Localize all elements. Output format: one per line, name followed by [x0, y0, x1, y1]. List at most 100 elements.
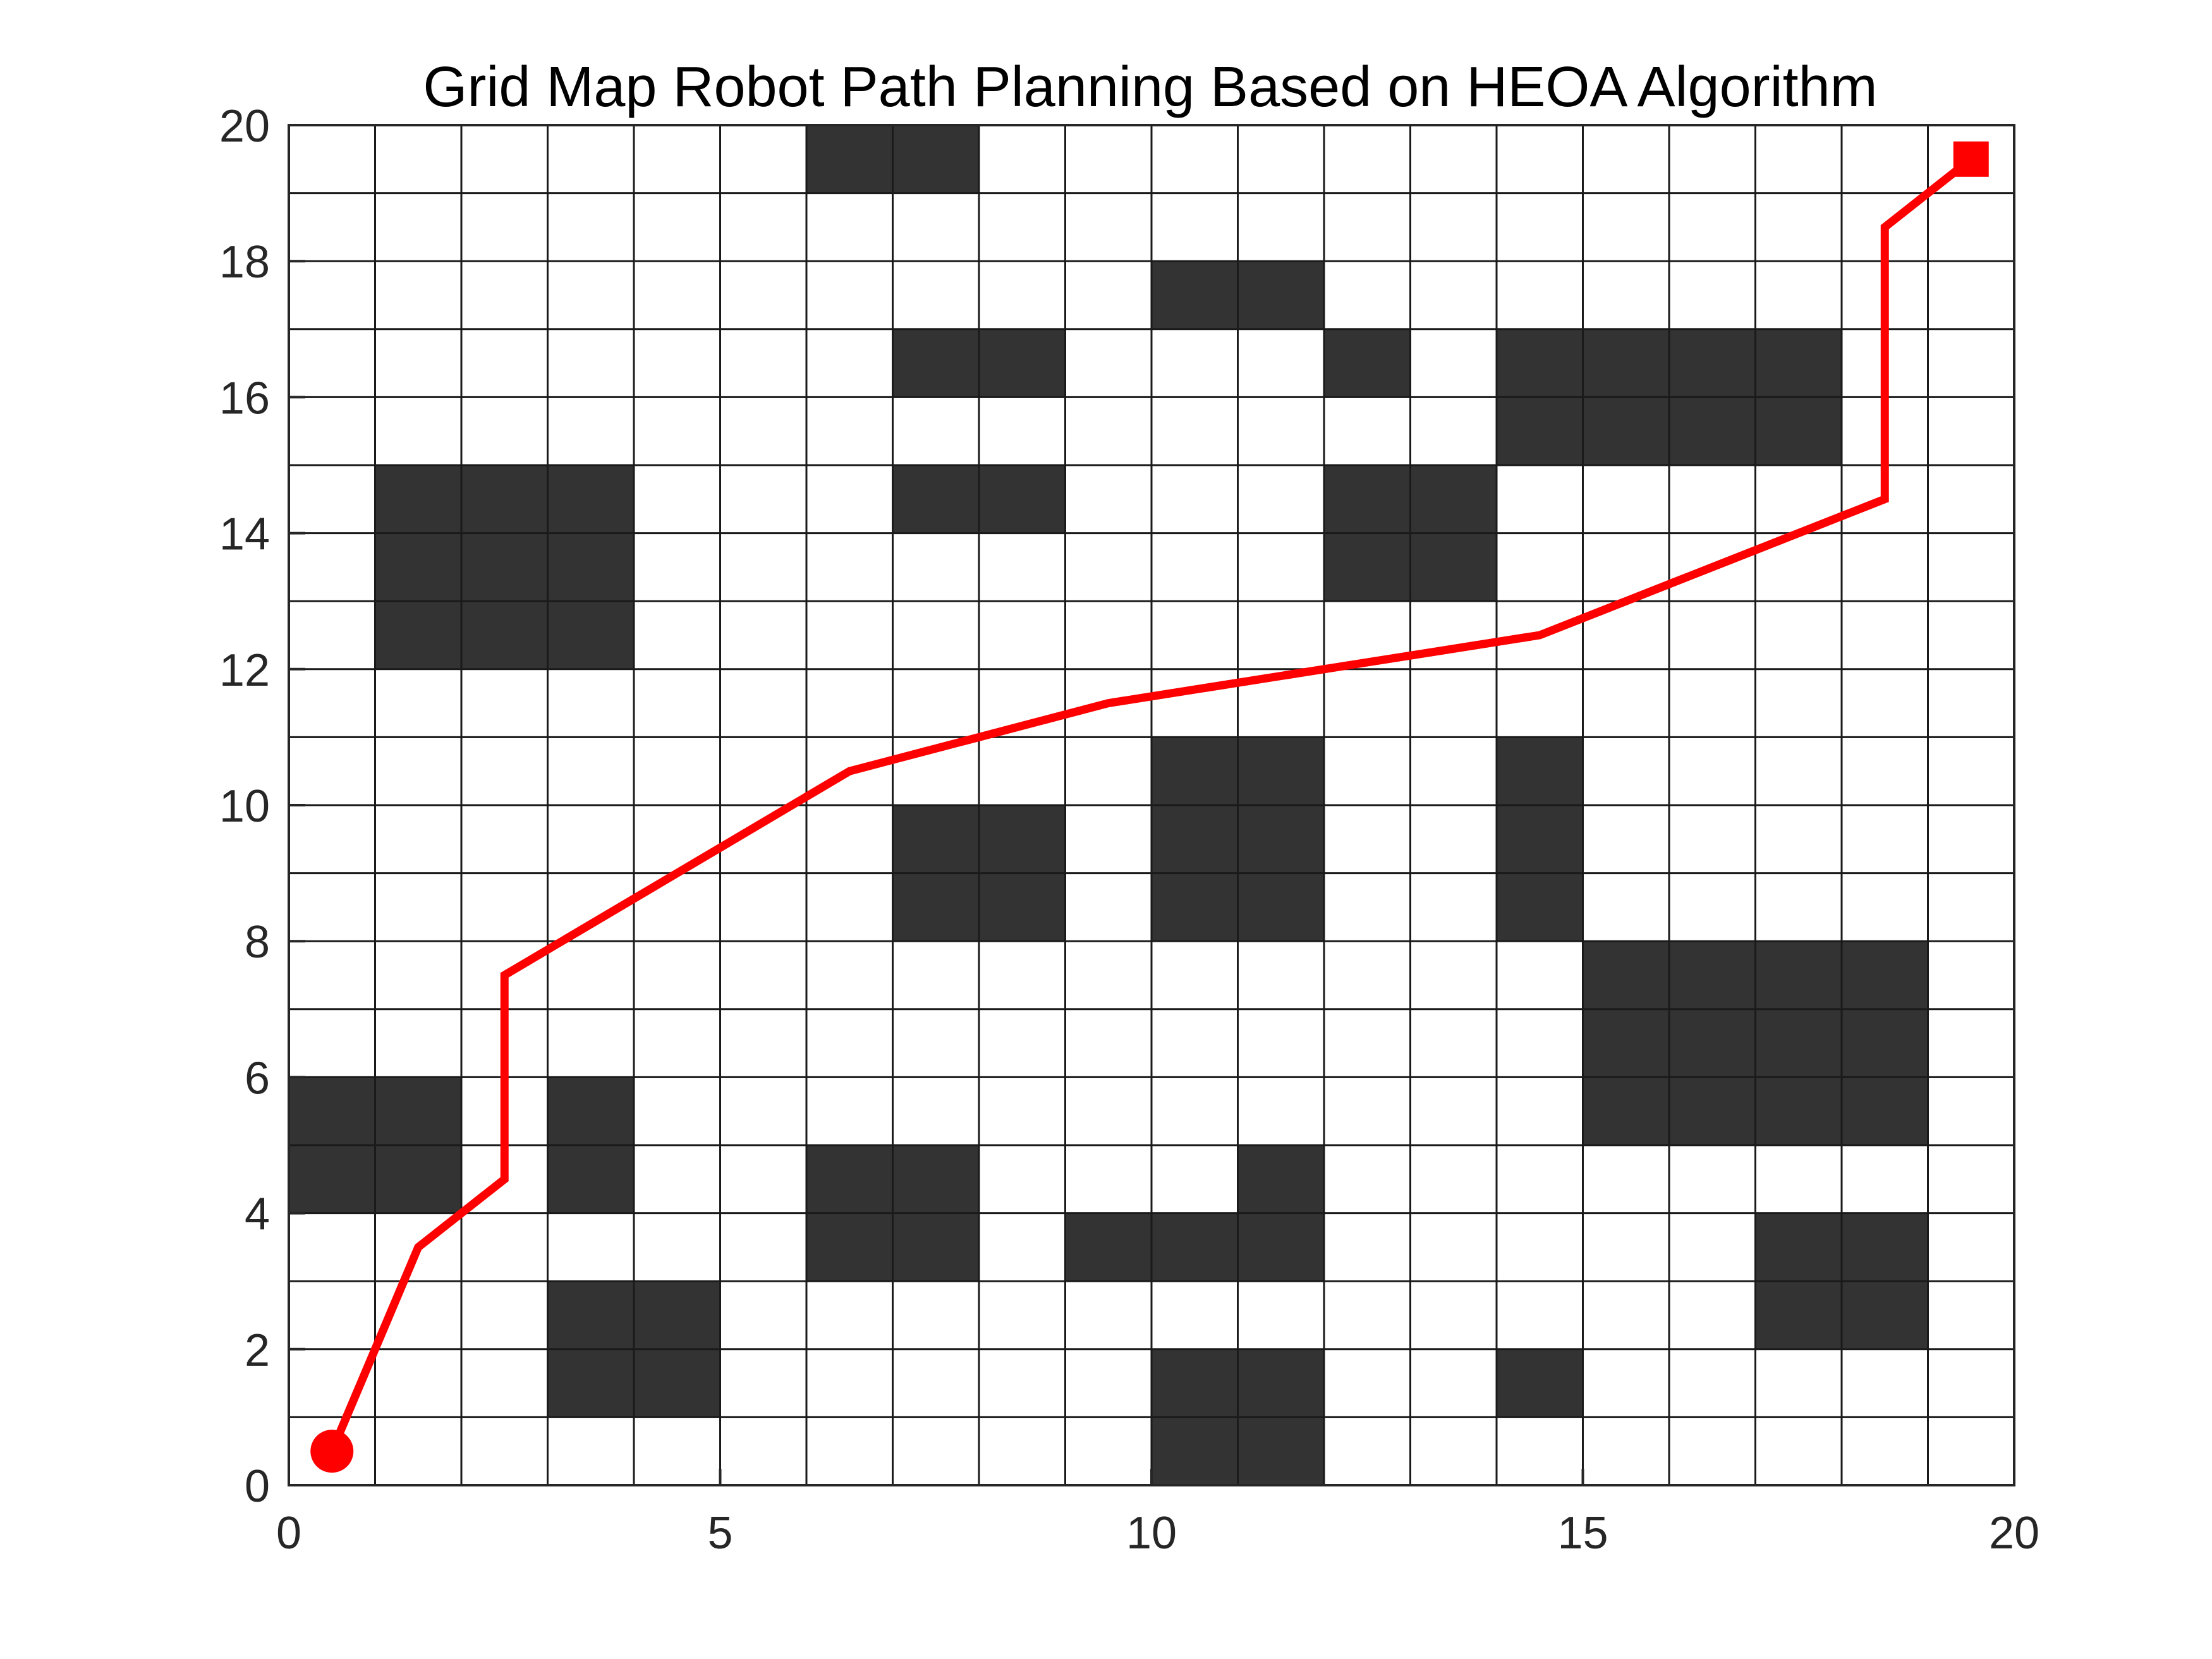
y-tick-label: 0: [245, 1461, 270, 1512]
goal-marker: [1953, 141, 1989, 177]
obstacle-cell: [892, 465, 979, 533]
x-axis-ticks: 0 5 10 15 20: [276, 1469, 2039, 1559]
y-tick-label: 6: [245, 1053, 270, 1103]
obstacle-cell: [1842, 1077, 1928, 1145]
obstacle-cell: [1583, 1009, 1669, 1078]
markers-layer: [310, 141, 1989, 1473]
obstacle-cell: [1583, 941, 1669, 1009]
obstacle-cell: [1497, 873, 1583, 942]
obstacle-cell: [979, 329, 1066, 398]
plot-area: 0 5 10 15 20 0 2 4 6 8 10 12 14 16 18 20: [219, 101, 2039, 1559]
obstacle-cell: [1237, 1417, 1324, 1485]
obstacle-cell: [1152, 737, 1238, 805]
obstacle-cell: [1755, 1009, 1842, 1078]
obstacle-cell: [289, 1145, 375, 1213]
obstacle-cell: [1583, 397, 1669, 465]
y-tick-label: 12: [219, 645, 270, 696]
obstacle-cell: [892, 1145, 979, 1213]
obstacle-cell: [1755, 397, 1842, 465]
obstacle-cell: [461, 465, 548, 533]
obstacle-cell: [547, 533, 634, 602]
y-tick-label: 20: [219, 101, 270, 152]
x-tick-label: 10: [1126, 1508, 1177, 1559]
obstacle-cell: [547, 465, 634, 533]
obstacle-cell: [1410, 465, 1497, 533]
obstacle-cell: [375, 601, 461, 669]
obstacle-cell: [1583, 1077, 1669, 1145]
obstacle-cell: [634, 1349, 720, 1418]
obstacle-cell: [1842, 941, 1928, 1009]
grid-lines: [288, 124, 2015, 1486]
obstacle-cell: [1237, 805, 1324, 873]
obstacle-cell: [461, 533, 548, 602]
obstacle-cell: [1237, 1349, 1324, 1418]
obstacle-cell: [1065, 1213, 1152, 1282]
obstacle-cell: [1669, 1009, 1756, 1078]
obstacle-cell: [1152, 1417, 1238, 1485]
obstacle-cell: [1842, 1009, 1928, 1078]
obstacle-cell: [289, 1077, 375, 1145]
obstacle-cell: [1237, 873, 1324, 942]
obstacle-cell: [806, 1213, 893, 1282]
obstacle-cell: [1237, 1213, 1324, 1282]
obstacle-cell: [375, 465, 461, 533]
obstacle-cell: [1324, 533, 1411, 602]
y-tick-label: 2: [245, 1325, 270, 1376]
robot-path-line: [328, 155, 1974, 1453]
obstacle-cell: [892, 805, 979, 873]
obstacle-cell: [979, 873, 1066, 942]
obstacle-cell: [461, 601, 548, 669]
obstacle-cell: [1237, 1145, 1324, 1213]
obstacle-cell: [1497, 397, 1583, 465]
obstacle-cell: [375, 1077, 461, 1145]
obstacle-cell: [375, 1145, 461, 1213]
obstacle-cell: [1324, 465, 1411, 533]
obstacle-cell: [1237, 261, 1324, 329]
obstacle-cell: [1755, 1281, 1842, 1349]
x-tick-label: 5: [707, 1508, 732, 1559]
obstacle-cell: [1755, 941, 1842, 1009]
obstacle-cell: [1842, 1281, 1928, 1349]
obstacle-cell: [1669, 941, 1756, 1009]
y-tick-label: 10: [219, 781, 270, 832]
obstacle-cell: [1152, 1213, 1238, 1282]
obstacle-cell: [1497, 805, 1583, 873]
obstacle-cell: [1152, 1349, 1238, 1418]
obstacle-cell: [1497, 1349, 1583, 1418]
y-tick-label: 14: [219, 509, 270, 560]
start-marker: [310, 1430, 354, 1473]
obstacle-cell: [892, 873, 979, 942]
obstacle-cell: [979, 465, 1066, 533]
obstacles-layer: [289, 125, 1928, 1485]
obstacle-cell: [547, 1077, 634, 1145]
y-tick-label: 18: [219, 237, 270, 288]
obstacle-cell: [1755, 329, 1842, 398]
obstacle-cell: [375, 533, 461, 602]
obstacle-cell: [634, 1281, 720, 1349]
x-tick-label: 15: [1557, 1508, 1608, 1559]
obstacle-cell: [892, 125, 979, 193]
obstacle-cell: [547, 1349, 634, 1418]
y-tick-label: 8: [245, 917, 270, 968]
obstacle-cell: [1583, 329, 1669, 398]
obstacle-cell: [1237, 737, 1324, 805]
obstacle-cell: [1152, 261, 1238, 329]
x-tick-label: 20: [1989, 1508, 2039, 1559]
obstacle-cell: [1497, 329, 1583, 398]
obstacle-cell: [806, 125, 893, 193]
obstacle-cell: [1152, 805, 1238, 873]
x-tick-label: 0: [276, 1508, 301, 1559]
obstacle-cell: [1669, 1077, 1756, 1145]
y-axis-ticks: 0 2 4 6 8 10 12 14 16 18 20: [219, 101, 305, 1512]
obstacle-cell: [892, 329, 979, 398]
obstacle-cell: [547, 1145, 634, 1213]
path-layer: [328, 155, 1974, 1453]
y-tick-label: 4: [245, 1189, 270, 1240]
obstacle-cell: [547, 601, 634, 669]
obstacle-cell: [1669, 329, 1756, 398]
obstacle-cell: [806, 1145, 893, 1213]
chart-title: Grid Map Robot Path Planning Based on HE…: [423, 56, 1877, 119]
obstacle-cell: [1842, 1213, 1928, 1282]
obstacle-cell: [1152, 873, 1238, 942]
